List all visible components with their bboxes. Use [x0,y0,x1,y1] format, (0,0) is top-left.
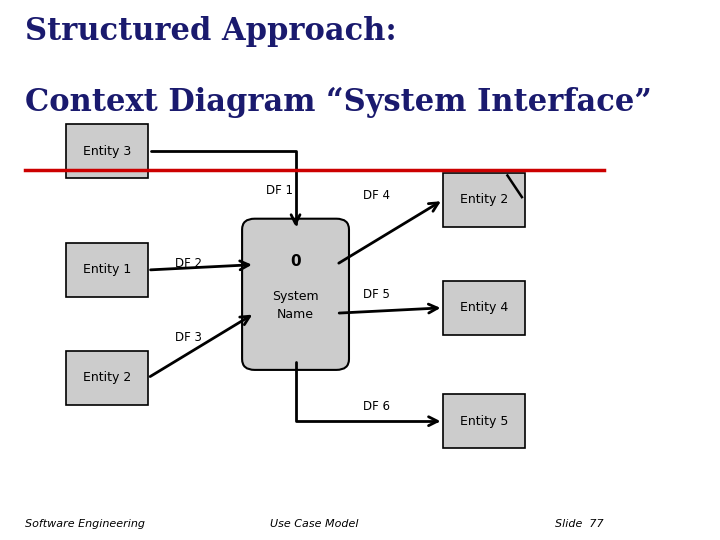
Text: System
Name: System Name [272,289,319,321]
Text: Slide  77: Slide 77 [555,519,603,529]
Text: DF 6: DF 6 [363,400,390,413]
Text: DF 5: DF 5 [363,288,390,301]
Text: DF 2: DF 2 [175,257,202,270]
Text: 0: 0 [290,254,301,269]
Text: Structured Approach:: Structured Approach: [25,16,397,47]
Text: Entity 5: Entity 5 [460,415,508,428]
FancyBboxPatch shape [66,124,148,178]
Text: DF 3: DF 3 [175,331,202,344]
FancyBboxPatch shape [444,173,525,227]
Text: DF 4: DF 4 [363,189,390,202]
Text: Context Diagram “System Interface”: Context Diagram “System Interface” [25,86,652,118]
Text: Entity 3: Entity 3 [83,145,131,158]
Text: Entity 4: Entity 4 [460,301,508,314]
FancyBboxPatch shape [444,394,525,448]
FancyBboxPatch shape [444,281,525,335]
Text: Use Case Model: Use Case Model [270,519,359,529]
FancyBboxPatch shape [242,219,349,370]
FancyBboxPatch shape [66,351,148,405]
Text: Entity 2: Entity 2 [83,372,131,384]
Text: Entity 2: Entity 2 [460,193,508,206]
Text: DF 1: DF 1 [266,184,293,197]
Text: Entity 1: Entity 1 [83,264,131,276]
FancyBboxPatch shape [66,243,148,297]
Text: Software Engineering: Software Engineering [25,519,145,529]
